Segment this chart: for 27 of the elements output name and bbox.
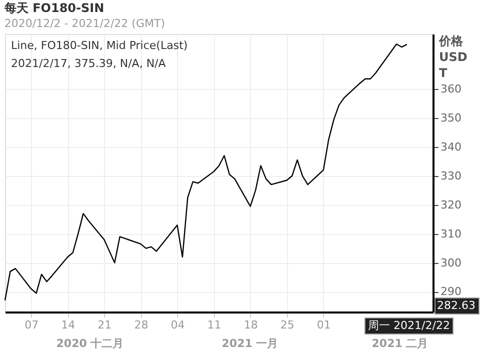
- text: 周一 2021/2/22: [368, 319, 450, 332]
- x-tick-label: 11: [207, 318, 222, 332]
- x-tick-label: 28: [134, 318, 148, 332]
- chart-subtitle: 2020/12/2 - 2021/2/22 (GMT): [4, 17, 165, 30]
- y-tick-label: 360: [440, 82, 462, 96]
- x-tick-label: 01: [316, 318, 331, 332]
- y-tick-label: 350: [440, 111, 462, 124]
- text: 2020 十二月: [56, 337, 124, 350]
- x-tick-label: 18: [244, 318, 258, 332]
- x-tick-label: 25: [280, 318, 294, 332]
- x-tick-label: 14: [61, 318, 76, 332]
- y-tick-label: 310: [440, 227, 462, 240]
- y-tick-label: 340: [440, 140, 462, 154]
- text: 282.63: [437, 299, 476, 312]
- y-tick-label: 290: [440, 285, 462, 298]
- annotation: 2021/2/17, 375.39, N/A, N/A: [11, 57, 166, 70]
- y-tick-label: 330: [440, 169, 462, 182]
- text: 2021 一月: [222, 337, 278, 350]
- text: 2021 二月: [372, 337, 428, 350]
- x-tick-label: 21: [98, 318, 112, 332]
- y-tick-label: 300: [440, 256, 462, 270]
- chart-title: 每天 FO180-SIN: [3, 1, 104, 15]
- y-tick-label: 320: [440, 198, 462, 212]
- y-axis-title: 价格 USD T: [438, 34, 468, 80]
- x-tick-label: 07: [24, 318, 39, 332]
- annotation: Line, FO180-SIN, Mid Price(Last): [11, 39, 188, 52]
- x-tick-label: 04: [170, 318, 185, 332]
